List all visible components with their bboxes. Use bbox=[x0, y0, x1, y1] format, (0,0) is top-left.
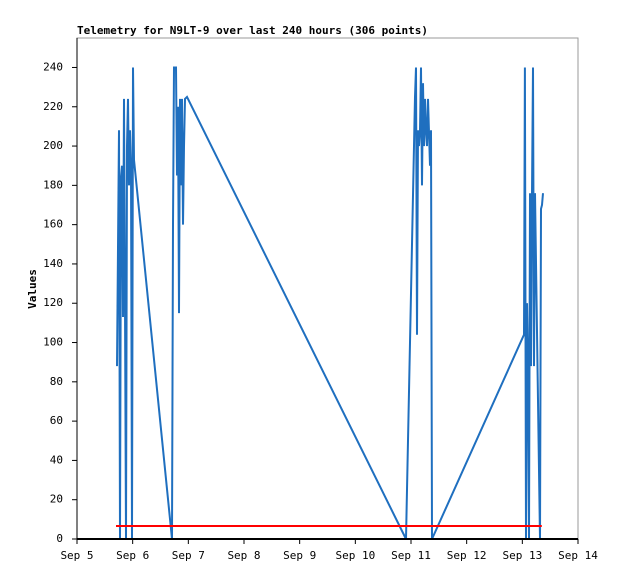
x-tick-label: Sep 5 bbox=[60, 549, 93, 562]
x-tick-label: Sep 7 bbox=[172, 549, 205, 562]
y-tick-label: 120 bbox=[43, 296, 63, 309]
y-tick-label: 40 bbox=[50, 453, 63, 466]
chart-title: Telemetry for N9LT-9 over last 240 hours… bbox=[77, 24, 428, 37]
x-tick-label: Sep 13 bbox=[502, 549, 542, 562]
y-axis-label: Values bbox=[26, 269, 39, 309]
y-tick-label: 60 bbox=[50, 414, 63, 427]
y-tick-label: 160 bbox=[43, 218, 63, 231]
y-tick-label: 200 bbox=[43, 139, 63, 152]
y-tick-label: 240 bbox=[43, 60, 63, 73]
x-tick-label: Sep 6 bbox=[116, 549, 149, 562]
x-tick-label: Sep 14 bbox=[558, 549, 598, 562]
y-tick-label: 180 bbox=[43, 178, 63, 191]
y-tick-label: 100 bbox=[43, 336, 63, 349]
y-tick-label: 0 bbox=[56, 532, 63, 545]
y-tick-label: 220 bbox=[43, 100, 63, 113]
x-tick-label: Sep 11 bbox=[391, 549, 431, 562]
x-tick-label: Sep 10 bbox=[335, 549, 375, 562]
y-tick-label: 20 bbox=[50, 493, 63, 506]
x-tick-label: Sep 9 bbox=[283, 549, 316, 562]
x-tick-label: Sep 12 bbox=[447, 549, 487, 562]
data-line bbox=[116, 66, 544, 540]
x-tick-label: Sep 8 bbox=[227, 549, 260, 562]
y-tick-label: 140 bbox=[43, 257, 63, 270]
y-tick-label: 80 bbox=[50, 375, 63, 388]
